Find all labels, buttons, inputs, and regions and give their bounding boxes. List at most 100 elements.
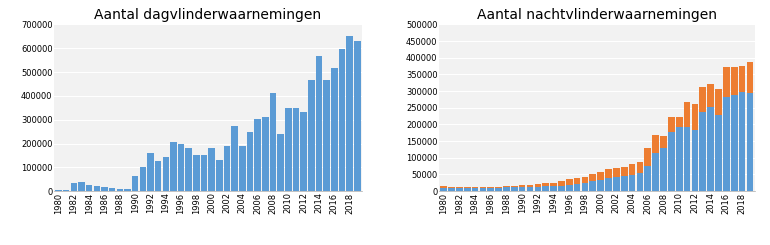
Bar — [691, 104, 698, 130]
Bar — [637, 173, 643, 191]
Bar — [581, 183, 588, 191]
Bar — [456, 188, 463, 191]
Bar — [566, 179, 573, 185]
Bar — [193, 155, 199, 191]
Bar — [676, 127, 682, 191]
Bar — [699, 112, 706, 191]
Bar — [605, 178, 612, 191]
Bar — [139, 167, 146, 191]
Bar — [155, 161, 162, 191]
Bar — [652, 153, 659, 191]
Bar — [581, 177, 588, 183]
Bar — [178, 144, 184, 191]
Bar — [170, 142, 176, 191]
Bar — [93, 186, 100, 191]
Bar — [738, 92, 745, 191]
Bar — [660, 148, 667, 191]
Bar — [731, 67, 738, 95]
Bar — [534, 187, 541, 191]
Bar — [254, 119, 261, 191]
Bar — [147, 154, 154, 191]
Bar — [527, 185, 534, 187]
Bar — [542, 184, 549, 186]
Bar — [480, 188, 486, 191]
Bar — [613, 177, 620, 191]
Bar — [511, 187, 517, 191]
Bar — [613, 168, 620, 177]
Bar — [708, 107, 714, 191]
Bar — [574, 178, 581, 184]
Bar — [684, 127, 691, 191]
Bar — [605, 169, 612, 178]
Bar — [495, 187, 502, 188]
Bar — [232, 126, 238, 191]
Bar — [715, 115, 721, 191]
Bar — [558, 186, 564, 191]
Bar — [644, 166, 651, 191]
Bar — [487, 187, 494, 188]
Bar — [270, 93, 276, 191]
Bar — [448, 188, 455, 191]
Bar — [440, 188, 447, 191]
Bar — [162, 157, 169, 191]
Bar — [55, 190, 62, 191]
Bar — [715, 89, 721, 115]
Bar — [747, 94, 753, 191]
Bar — [723, 97, 730, 191]
Bar — [323, 80, 330, 191]
Bar — [598, 180, 604, 191]
Bar — [464, 188, 470, 191]
Title: Aantal nachtvlinderwaarnemingen: Aantal nachtvlinderwaarnemingen — [477, 8, 717, 22]
Bar — [354, 41, 360, 191]
Bar — [527, 187, 534, 191]
Bar — [79, 182, 85, 191]
Bar — [487, 188, 494, 191]
Bar — [209, 147, 215, 191]
Bar — [637, 162, 643, 173]
Bar — [542, 186, 549, 191]
Bar — [731, 95, 738, 191]
Bar — [598, 172, 604, 180]
Bar — [285, 108, 292, 191]
Bar — [574, 184, 581, 191]
Bar — [644, 148, 651, 166]
Bar — [186, 147, 192, 191]
Bar — [339, 49, 345, 191]
Bar — [316, 56, 323, 191]
Bar — [277, 135, 284, 191]
Bar — [239, 146, 246, 191]
Bar — [668, 132, 675, 191]
Bar — [629, 164, 635, 175]
Bar — [109, 188, 116, 191]
Bar — [71, 184, 77, 191]
Bar — [629, 175, 635, 191]
Bar — [216, 160, 223, 191]
Bar — [456, 187, 463, 188]
Bar — [621, 176, 628, 191]
Bar — [519, 185, 525, 187]
Bar — [116, 189, 123, 191]
Bar — [132, 176, 139, 191]
Bar — [723, 67, 730, 97]
Bar — [224, 146, 230, 191]
Bar — [699, 87, 706, 112]
Bar — [621, 167, 628, 176]
Bar — [590, 174, 596, 182]
Bar — [738, 66, 745, 92]
Title: Aantal dagvlinderwaarnemingen: Aantal dagvlinderwaarnemingen — [95, 8, 321, 22]
Bar — [86, 185, 92, 191]
Bar — [660, 136, 667, 148]
Bar — [590, 182, 596, 191]
Bar — [503, 186, 510, 187]
Bar — [440, 186, 447, 188]
Bar — [519, 187, 525, 191]
Bar — [708, 84, 714, 107]
Bar — [480, 187, 486, 188]
Bar — [511, 186, 517, 187]
Bar — [246, 132, 253, 191]
Bar — [668, 117, 675, 132]
Bar — [101, 187, 108, 191]
Bar — [300, 112, 307, 191]
Bar — [503, 187, 510, 191]
Bar — [551, 183, 557, 186]
